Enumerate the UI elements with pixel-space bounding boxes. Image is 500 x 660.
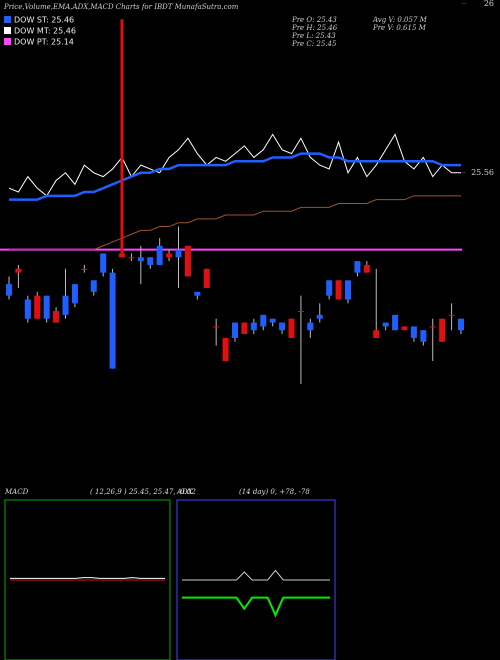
candle-body <box>90 280 97 292</box>
panel-subtitle: ( 12,26,9 ) 25.45, 25.47, -0.02 <box>90 488 196 496</box>
legend-swatch <box>4 38 11 45</box>
candle-body <box>354 261 361 273</box>
candle-body <box>156 245 163 265</box>
legend-swatch <box>4 27 11 34</box>
candle-body <box>62 295 69 315</box>
info-text: Pre O: 25.43 <box>291 16 337 24</box>
candle-body <box>184 245 191 277</box>
panel-title: MACD <box>4 488 29 496</box>
candle-body <box>429 326 436 328</box>
candle-body <box>43 295 50 319</box>
candle-body <box>241 322 248 335</box>
candle-body <box>392 314 399 331</box>
candle-body <box>175 249 182 258</box>
candle-body <box>439 318 446 342</box>
legend-swatch <box>4 16 11 23</box>
candle-body <box>194 291 201 296</box>
panel-title: ADX <box>176 488 194 496</box>
indicator-line <box>9 152 461 201</box>
candle-body <box>128 257 135 259</box>
candle-body <box>363 264 370 273</box>
legend-label: DOW MT: 25.46 <box>14 27 76 36</box>
candle-body <box>137 257 144 262</box>
panel-frame <box>176 499 336 660</box>
indicator-line <box>182 596 330 618</box>
legend-label: DOW PT: 25.14 <box>14 38 74 47</box>
candle-body <box>269 318 276 323</box>
candle-body <box>410 326 417 338</box>
y-tick-label: 25.56 <box>471 168 494 177</box>
candle-body <box>6 284 12 296</box>
candle-body <box>279 322 286 331</box>
candle-body <box>100 253 107 273</box>
indicator-line <box>9 195 461 251</box>
candle-body <box>24 299 31 319</box>
candle-body <box>260 314 267 327</box>
candle-body <box>147 257 154 265</box>
candle-body <box>401 326 408 331</box>
candle-body <box>316 314 323 319</box>
candle-body <box>297 311 304 313</box>
candle-body <box>34 295 41 319</box>
candle-body <box>81 268 88 270</box>
candle-body <box>203 268 210 288</box>
candle-body <box>420 330 427 342</box>
candle-body <box>345 280 351 300</box>
candle-body <box>335 280 342 300</box>
candle-body <box>71 284 78 304</box>
candle-body <box>109 272 116 369</box>
indicator-line <box>8 133 461 197</box>
candle-body <box>15 268 22 273</box>
candle-body <box>232 322 238 338</box>
candle-body <box>448 314 455 316</box>
legend-label: DOW ST: 25.46 <box>14 16 74 25</box>
y-tick-label: 26 <box>484 0 494 8</box>
panel-subtitle: (14 day) 0, +78, -78 <box>239 488 310 496</box>
info-text: Pre H: 25.46 <box>291 24 338 32</box>
candle-body <box>382 322 389 327</box>
candle-body <box>166 253 173 258</box>
indicator-line <box>182 569 330 581</box>
candle-body <box>307 322 314 331</box>
info-text: Pre L: 25.43 <box>291 32 336 40</box>
candle-body <box>326 280 333 296</box>
candle-body <box>373 330 380 338</box>
candle-body <box>288 318 295 338</box>
candle-body <box>250 322 257 331</box>
indicator-line <box>10 577 165 579</box>
candle-body <box>53 311 60 323</box>
panel-frame <box>4 499 171 660</box>
candle-body <box>119 253 125 258</box>
info-text: Avg V: 0.057 M <box>372 16 428 24</box>
candle-body <box>213 326 220 328</box>
candle-body <box>222 337 229 361</box>
info-text: Pre C: 25.45 <box>291 40 337 48</box>
chart-title: Price,Volume,EMA,ADX,MACD Charts for IBD… <box>3 3 239 11</box>
info-text: Pre V: 0.615 M <box>372 24 427 32</box>
candle-body <box>458 318 464 331</box>
